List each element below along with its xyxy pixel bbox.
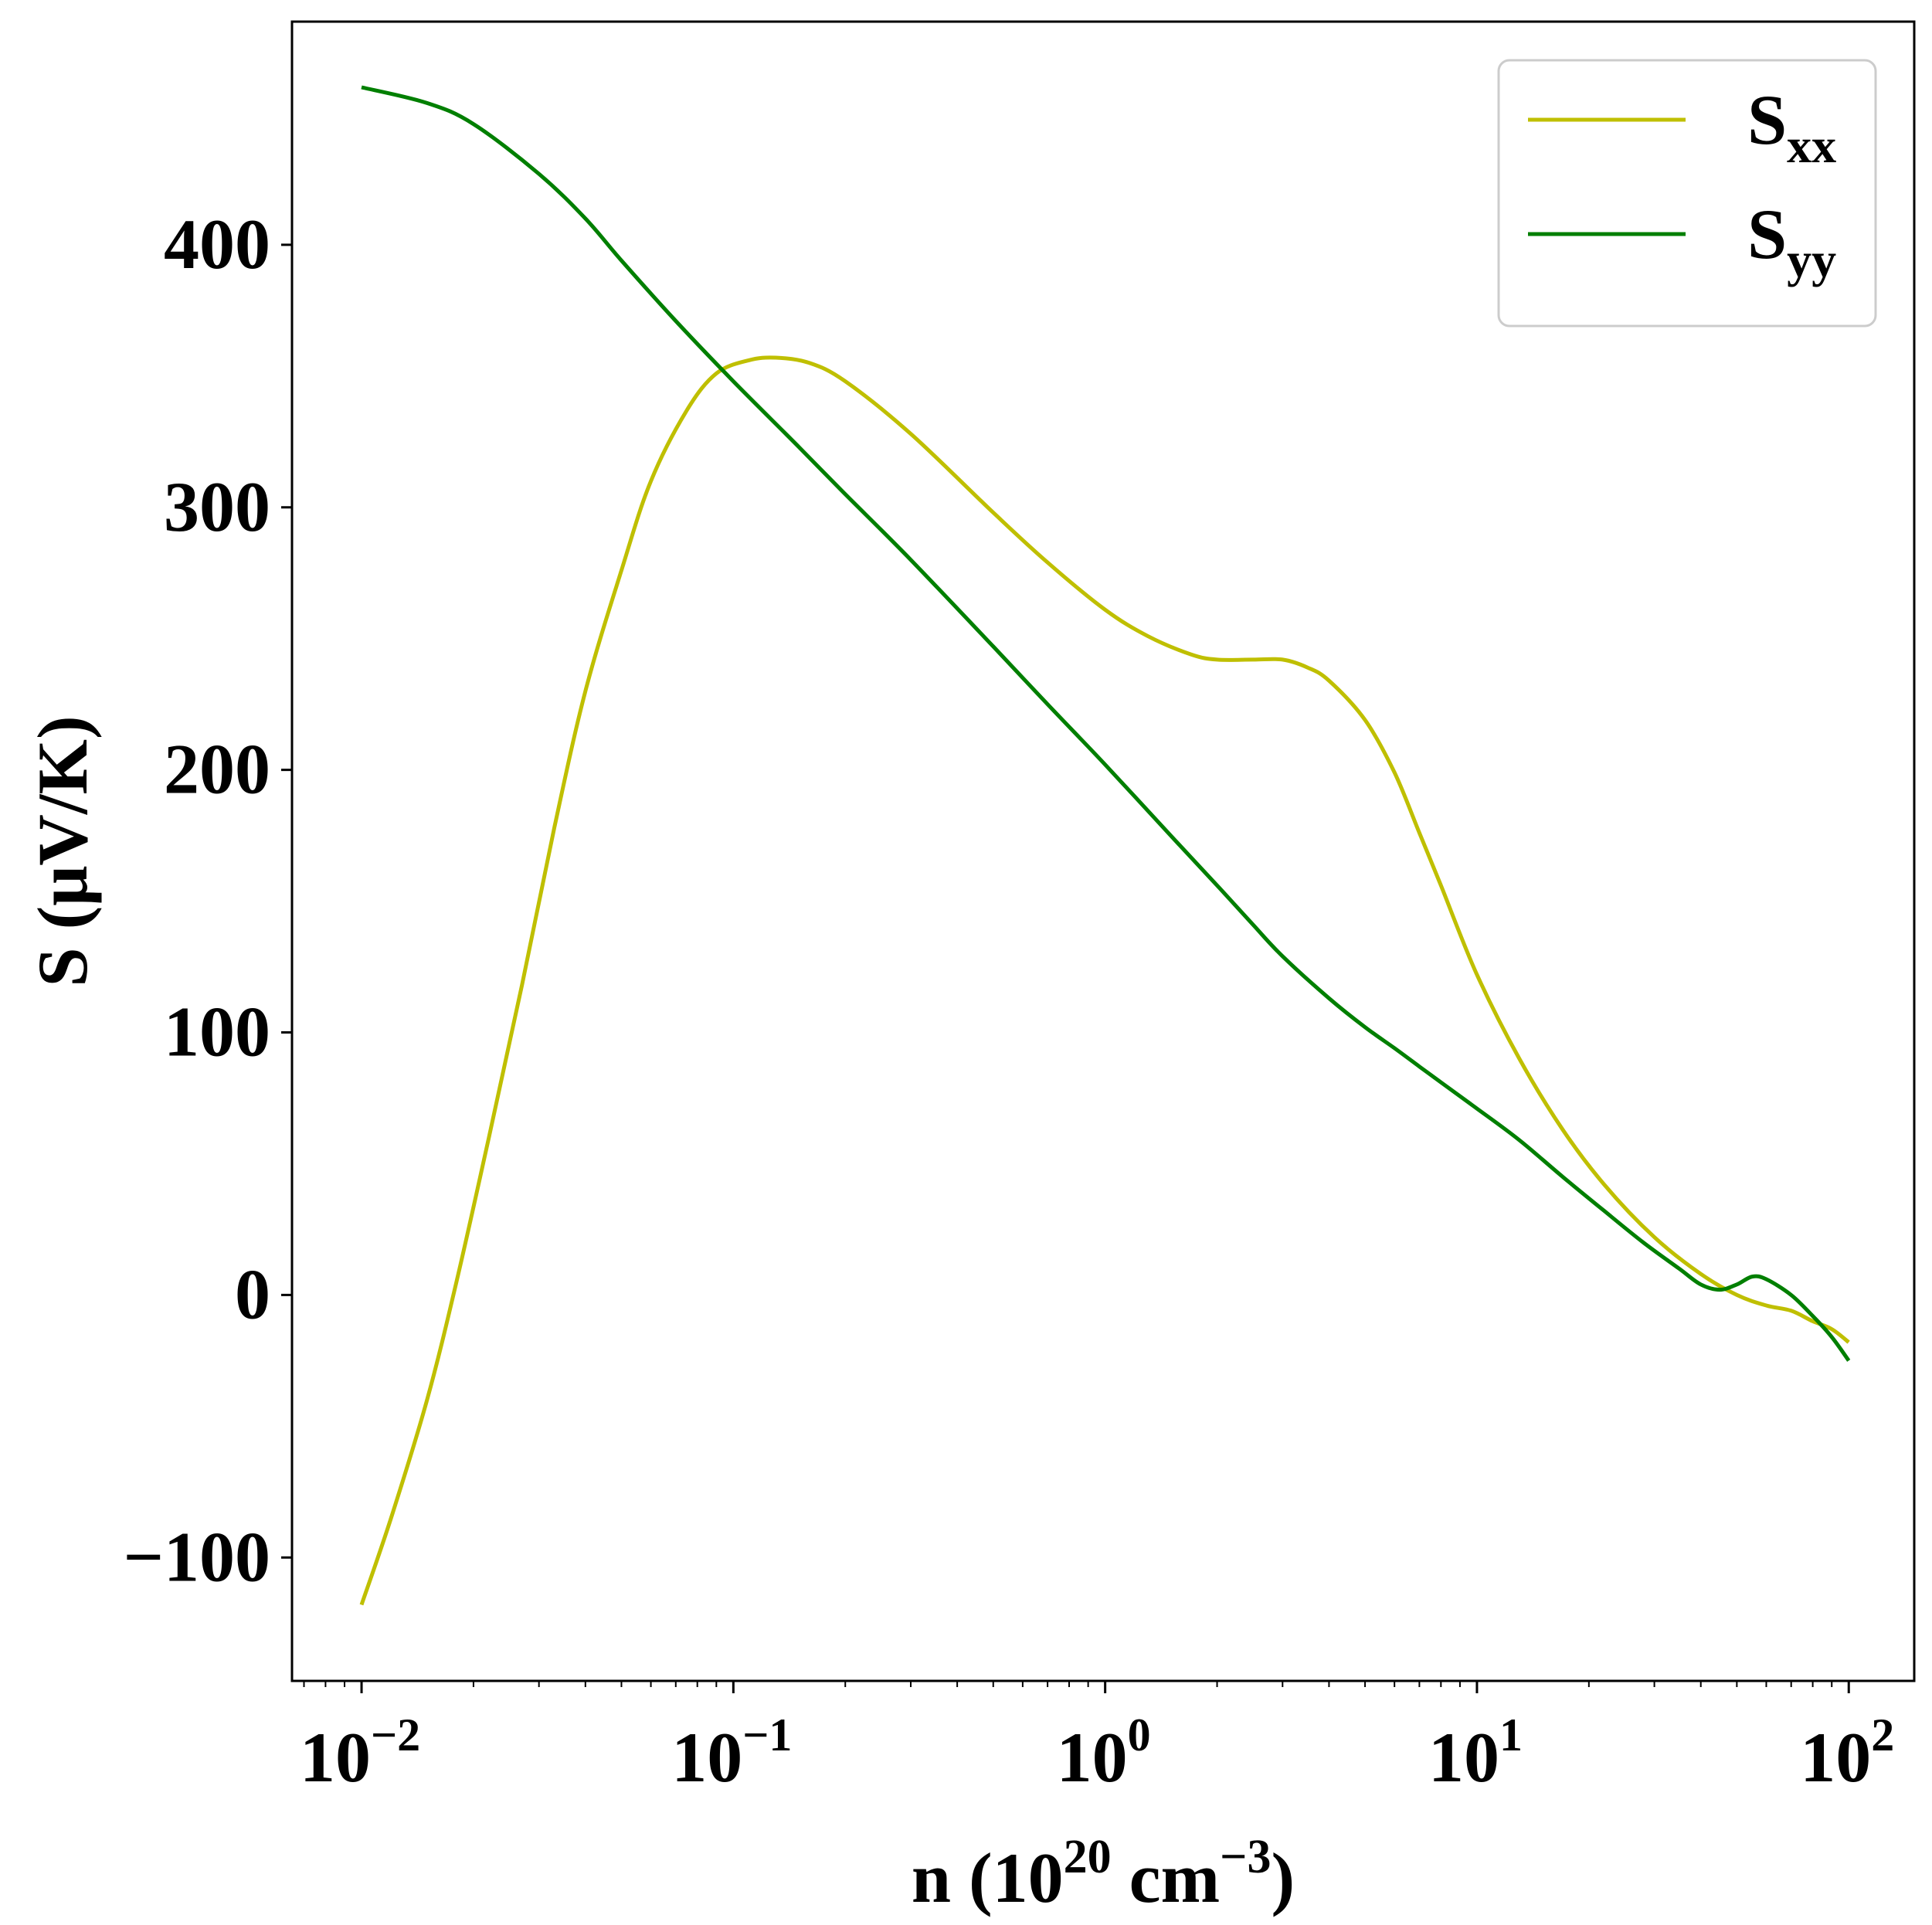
x-tick-label: 10−1 xyxy=(671,1709,792,1797)
x-tick-label: 100 xyxy=(1057,1709,1151,1797)
y-tick-label: 300 xyxy=(164,467,270,546)
series-layer xyxy=(359,85,1851,1606)
legend-label-sxx: Sxx xyxy=(1747,80,1836,173)
x-tick-label: 102 xyxy=(1800,1709,1894,1797)
x-axis: 10−2 10−1 100 101 102 xyxy=(300,1681,1894,1797)
series-line-sxx xyxy=(359,355,1850,1606)
y-tick-label: −100 xyxy=(124,1517,270,1596)
y-tick-label: 100 xyxy=(164,993,270,1071)
y-tick-label: 400 xyxy=(164,205,270,283)
x-tick-label: 10−2 xyxy=(300,1709,420,1797)
legend-box xyxy=(1497,59,1877,328)
y-axis: −100 0 100 200 300 400 xyxy=(124,205,292,1596)
y-tick-label: 200 xyxy=(164,730,270,809)
y-tick-label: 0 xyxy=(235,1254,270,1333)
y-axis-title: S (μV/K) xyxy=(23,715,102,986)
x-axis-title: n (1020 cm−3) xyxy=(912,1831,1295,1917)
plot-frame xyxy=(290,20,1916,1682)
legend: Sxx Syy xyxy=(1497,59,1877,328)
x-tick-label: 101 xyxy=(1428,1709,1523,1797)
series-line-syy xyxy=(361,85,1851,1362)
legend-label-syy: Syy xyxy=(1747,195,1836,287)
